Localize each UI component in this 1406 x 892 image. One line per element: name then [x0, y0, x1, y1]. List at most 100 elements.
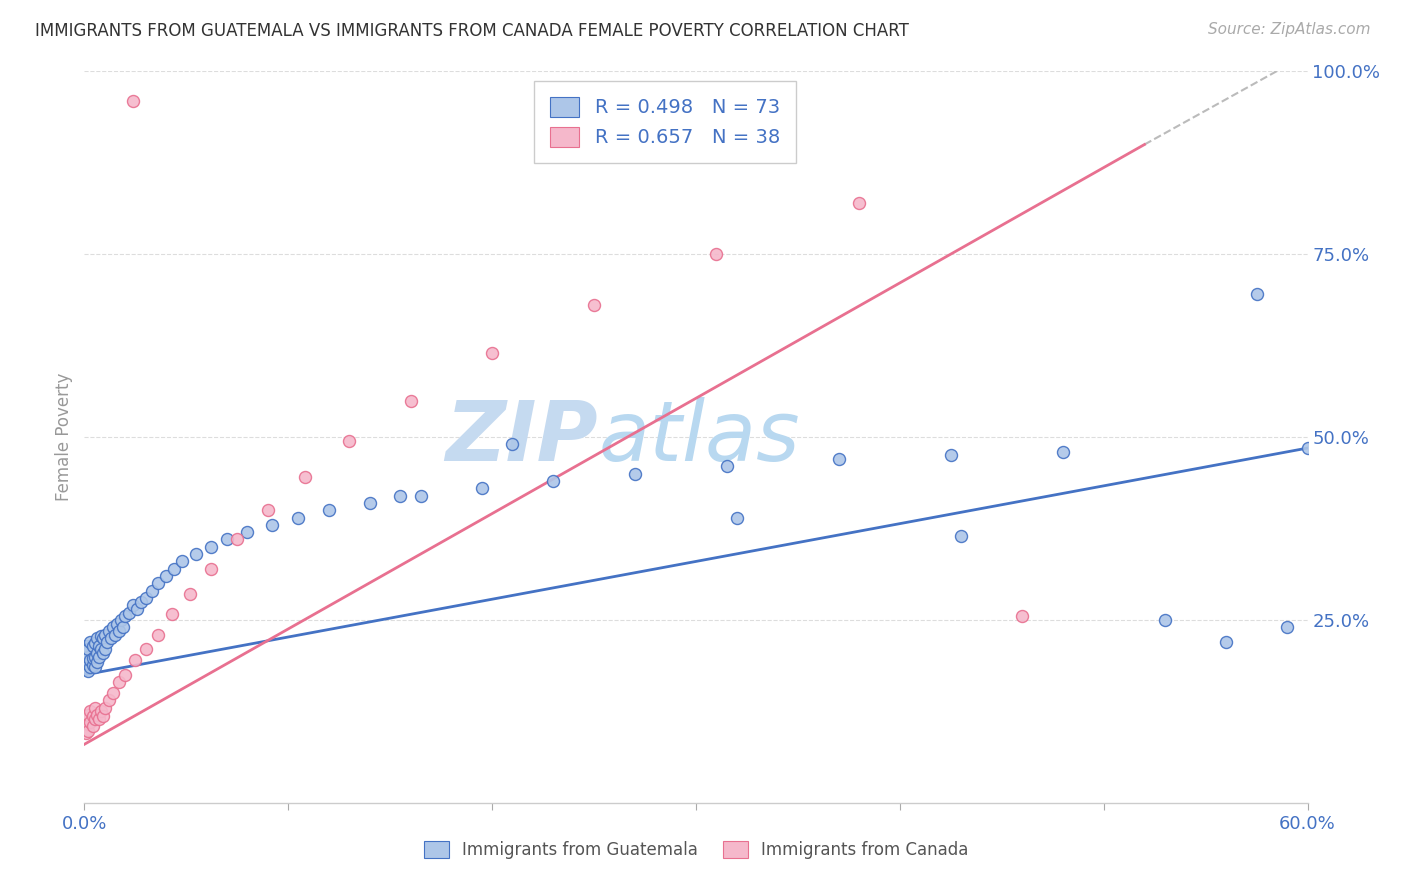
Point: [83, 660, 105, 674]
Point: [82, 639, 104, 653]
Point: [82, 709, 104, 723]
Point: [939, 448, 962, 462]
Point: [583, 298, 606, 312]
Point: [82, 719, 104, 733]
Point: [146, 627, 169, 641]
Point: [226, 533, 249, 547]
Point: [86, 708, 108, 723]
Point: [1011, 609, 1033, 624]
Point: [141, 583, 163, 598]
Point: [114, 667, 136, 681]
Text: Source: ZipAtlas.com: Source: ZipAtlas.com: [1208, 22, 1371, 37]
Point: [135, 591, 157, 605]
Point: [155, 569, 177, 583]
Point: [359, 496, 381, 510]
Point: [93, 642, 115, 657]
Point: [96, 635, 118, 649]
Y-axis label: Female Poverty: Female Poverty: [55, 373, 73, 501]
Point: [79, 635, 101, 649]
Point: [481, 346, 503, 360]
Point: [83, 636, 105, 650]
Point: [287, 510, 309, 524]
Point: [75, 660, 97, 674]
Point: [87, 649, 110, 664]
Point: [97, 693, 120, 707]
Point: [101, 686, 124, 700]
Point: [90, 705, 112, 719]
Point: [122, 94, 145, 108]
Point: [77, 657, 100, 671]
Point: [163, 562, 186, 576]
Point: [77, 716, 100, 731]
Point: [127, 602, 149, 616]
Point: [389, 489, 412, 503]
Point: [77, 642, 100, 657]
Text: atlas: atlas: [598, 397, 800, 477]
Point: [75, 653, 97, 667]
Point: [706, 247, 728, 261]
Point: [146, 576, 169, 591]
Point: [83, 700, 105, 714]
Point: [186, 547, 208, 561]
Point: [1246, 287, 1268, 301]
Point: [339, 434, 361, 448]
Point: [1215, 635, 1237, 649]
Point: [828, 452, 851, 467]
Point: [110, 613, 132, 627]
Point: [624, 467, 647, 481]
Point: [1052, 444, 1074, 458]
Point: [79, 660, 101, 674]
Point: [112, 620, 135, 634]
Point: [75, 712, 97, 726]
Point: [87, 712, 110, 726]
Point: [90, 629, 112, 643]
Point: [91, 709, 114, 723]
Point: [101, 620, 124, 634]
Point: [100, 632, 122, 646]
Point: [86, 646, 108, 660]
Point: [114, 609, 136, 624]
Point: [318, 503, 340, 517]
Point: [79, 715, 101, 730]
Point: [260, 517, 283, 532]
Point: [200, 562, 222, 576]
Point: [97, 624, 120, 638]
Point: [502, 437, 524, 451]
Point: [75, 646, 97, 660]
Text: ZIP: ZIP: [446, 397, 598, 477]
Point: [122, 599, 145, 613]
Point: [294, 470, 316, 484]
Point: [75, 726, 97, 740]
Point: [93, 627, 115, 641]
Point: [82, 658, 104, 673]
Point: [200, 540, 222, 554]
Point: [848, 196, 870, 211]
Point: [725, 510, 748, 524]
Point: [108, 675, 131, 690]
Point: [1296, 441, 1319, 455]
Point: [86, 632, 108, 646]
Point: [399, 393, 422, 408]
Point: [716, 459, 738, 474]
Point: [104, 627, 127, 641]
Point: [160, 607, 183, 621]
Point: [75, 723, 97, 737]
Point: [77, 649, 100, 664]
Point: [75, 639, 97, 653]
Point: [93, 700, 115, 714]
Point: [257, 503, 280, 517]
Point: [87, 639, 110, 653]
Point: [83, 649, 105, 664]
Point: [172, 554, 194, 568]
Point: [86, 656, 108, 670]
Point: [79, 653, 101, 667]
Point: [471, 481, 494, 495]
Point: [90, 642, 112, 657]
Point: [105, 616, 128, 631]
Point: [91, 632, 114, 646]
Point: [409, 489, 432, 503]
Point: [118, 606, 141, 620]
Point: [77, 724, 100, 739]
Point: [135, 642, 157, 657]
Point: [543, 474, 565, 488]
